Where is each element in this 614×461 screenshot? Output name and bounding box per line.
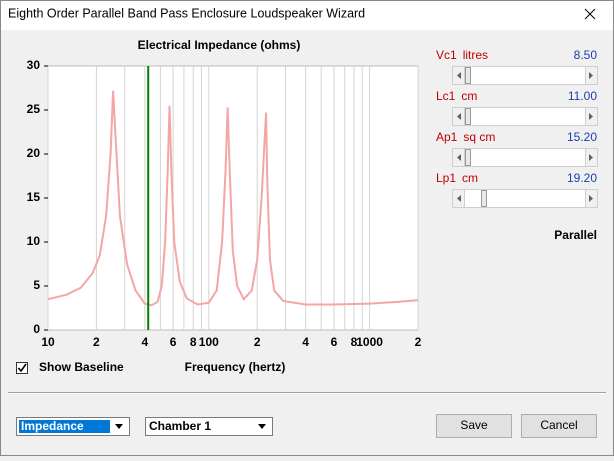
dropdown-arrow bbox=[258, 424, 266, 429]
impedance-curve bbox=[47, 90, 419, 307]
slider-name: Ap1 bbox=[436, 130, 458, 144]
slider-track bbox=[452, 107, 598, 126]
y-tick-label: 25 bbox=[27, 102, 41, 116]
x-tick-label: 2 bbox=[254, 335, 261, 349]
show-baseline-checkbox[interactable]: Show Baseline bbox=[16, 360, 125, 374]
arrow-glyph bbox=[589, 113, 593, 120]
checkbox-box bbox=[16, 362, 28, 374]
slider-thumb bbox=[481, 190, 487, 207]
chamber-dropdown[interactable]: Chamber 1 bbox=[145, 417, 273, 436]
button-face bbox=[436, 414, 512, 438]
slider-value: 11.00 bbox=[568, 89, 597, 103]
slider-name: Lc1 bbox=[436, 89, 456, 103]
cancel-button[interactable]: Cancel bbox=[521, 414, 597, 438]
y-tick-label: 0 bbox=[33, 322, 40, 336]
check-mark bbox=[17, 363, 27, 373]
y-tick-label: 5 bbox=[33, 278, 40, 292]
y-tick-label: 30 bbox=[27, 58, 41, 72]
arrow-glyph bbox=[457, 195, 461, 202]
arrow-glyph bbox=[589, 72, 593, 79]
arrow-glyph bbox=[589, 154, 593, 161]
selection-highlight bbox=[19, 420, 110, 433]
x-tick-label: 100 bbox=[199, 335, 219, 349]
slider-name: Vc1 bbox=[436, 48, 457, 62]
button-label: Cancel bbox=[540, 418, 577, 432]
slider-track bbox=[452, 148, 598, 167]
x-axis-label: Frequency (hertz) bbox=[185, 360, 286, 374]
dropdown-text: Impedance bbox=[21, 419, 84, 433]
slider-track bbox=[452, 189, 598, 208]
dropdown-box bbox=[145, 417, 273, 436]
x-tick-label: 6 bbox=[331, 335, 338, 349]
arrow-glyph bbox=[457, 72, 461, 79]
slider-thumb bbox=[465, 108, 471, 125]
x-tick-label: 4 bbox=[141, 335, 148, 349]
x-tick-label: 10 bbox=[41, 335, 55, 349]
slider-value: 8.50 bbox=[574, 48, 598, 62]
y-tick-label: 20 bbox=[27, 146, 41, 160]
arrow-glyph bbox=[457, 154, 461, 161]
checkbox-label: Show Baseline bbox=[39, 360, 124, 374]
x-tick-label: 1000 bbox=[356, 335, 383, 349]
slider-unit: cm bbox=[461, 89, 477, 103]
slider-unit: sq cm bbox=[463, 130, 495, 144]
slider[interactable] bbox=[452, 107, 598, 126]
slider[interactable] bbox=[452, 66, 598, 85]
x-tick-label: 8 bbox=[190, 335, 197, 349]
button-face bbox=[521, 414, 597, 438]
slider-thumb bbox=[465, 149, 471, 166]
view-dropdown[interactable]: Impedance bbox=[16, 417, 130, 436]
slider[interactable] bbox=[452, 148, 598, 167]
dropdown-arrow bbox=[115, 424, 123, 429]
slider-unit: litres bbox=[463, 48, 488, 62]
y-tick-label: 10 bbox=[27, 234, 41, 248]
window-title: Eighth Order Parallel Band Pass Enclosur… bbox=[8, 6, 365, 20]
slider-track bbox=[452, 66, 598, 85]
dropdown-text: Chamber 1 bbox=[149, 419, 211, 433]
x-tick-label: 4 bbox=[302, 335, 309, 349]
close-x bbox=[584, 8, 596, 20]
button-label: Save bbox=[460, 418, 488, 432]
save-button[interactable]: Save bbox=[436, 414, 512, 438]
x-tick-label: 2 bbox=[415, 335, 422, 349]
x-tick-label: 2 bbox=[93, 335, 100, 349]
slider-name: Lp1 bbox=[436, 171, 456, 185]
x-tick-label: 6 bbox=[170, 335, 177, 349]
slider[interactable] bbox=[452, 189, 598, 208]
x-tick-label: 8 bbox=[351, 335, 358, 349]
title-bar bbox=[1, 1, 613, 30]
slider-value: 15.20 bbox=[567, 130, 597, 144]
close-button[interactable] bbox=[584, 8, 596, 20]
mode-label: Parallel bbox=[554, 228, 597, 242]
slider-thumb bbox=[465, 67, 471, 84]
slider-value: 19.20 bbox=[567, 171, 597, 185]
y-tick-label: 15 bbox=[27, 190, 41, 204]
chart-title: Electrical Impedance (ohms) bbox=[138, 38, 301, 52]
arrow-glyph bbox=[589, 195, 593, 202]
slider-unit: cm bbox=[462, 171, 478, 185]
arrow-glyph bbox=[457, 113, 461, 120]
